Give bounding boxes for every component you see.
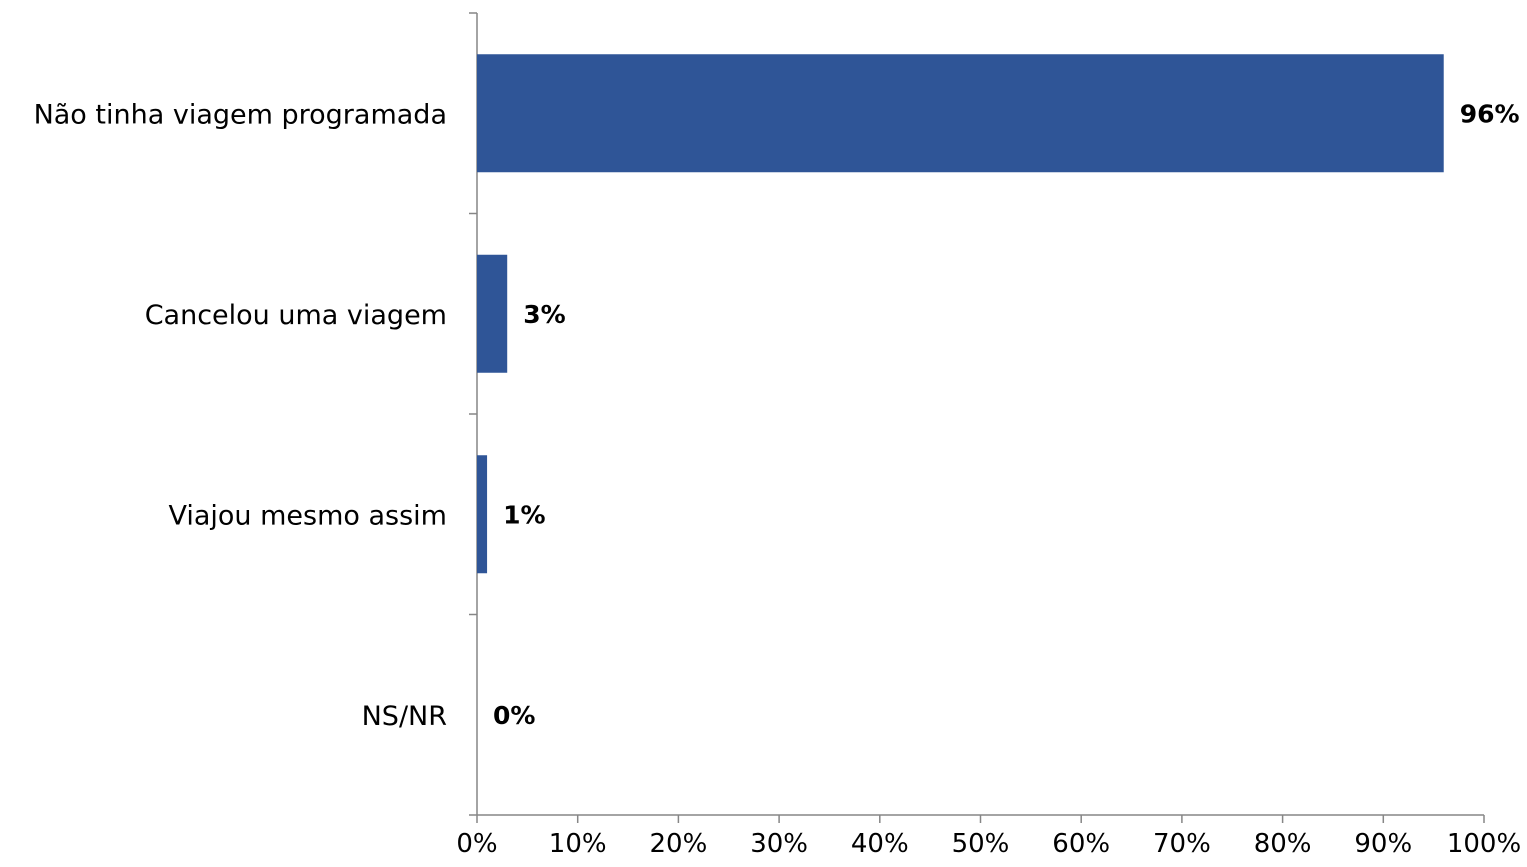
category-label: Cancelou uma viagem xyxy=(145,300,447,331)
x-tick-label: 60% xyxy=(1052,829,1110,859)
data-label: 1% xyxy=(503,500,545,529)
x-tick-label: 80% xyxy=(1254,829,1312,859)
category-label: Viajou mesmo assim xyxy=(168,500,447,531)
x-tick-label: 30% xyxy=(750,829,808,859)
x-tick-label: 0% xyxy=(456,829,497,859)
bar xyxy=(477,455,488,574)
x-tick-label: 70% xyxy=(1153,829,1211,859)
x-tick-label: 100% xyxy=(1447,829,1521,859)
x-tick-label: 40% xyxy=(851,829,909,859)
x-tick-label: 90% xyxy=(1354,829,1412,859)
data-label: 0% xyxy=(493,701,535,730)
bar xyxy=(477,254,508,373)
bar xyxy=(477,54,1444,173)
category-label: Não tinha viagem programada xyxy=(34,99,447,130)
data-label: 96% xyxy=(1460,99,1520,128)
labels: 0% 10% 20% 30% 40% 50% 60% 70% 80% 90% 100% Não tin… xyxy=(34,99,1522,859)
x-tick-label: 20% xyxy=(650,829,708,859)
category-label: NS/NR xyxy=(362,701,447,732)
x-tick-label: 10% xyxy=(549,829,607,859)
data-label: 3% xyxy=(523,300,565,329)
x-tick-label: 50% xyxy=(952,829,1010,859)
bars xyxy=(477,54,1444,574)
